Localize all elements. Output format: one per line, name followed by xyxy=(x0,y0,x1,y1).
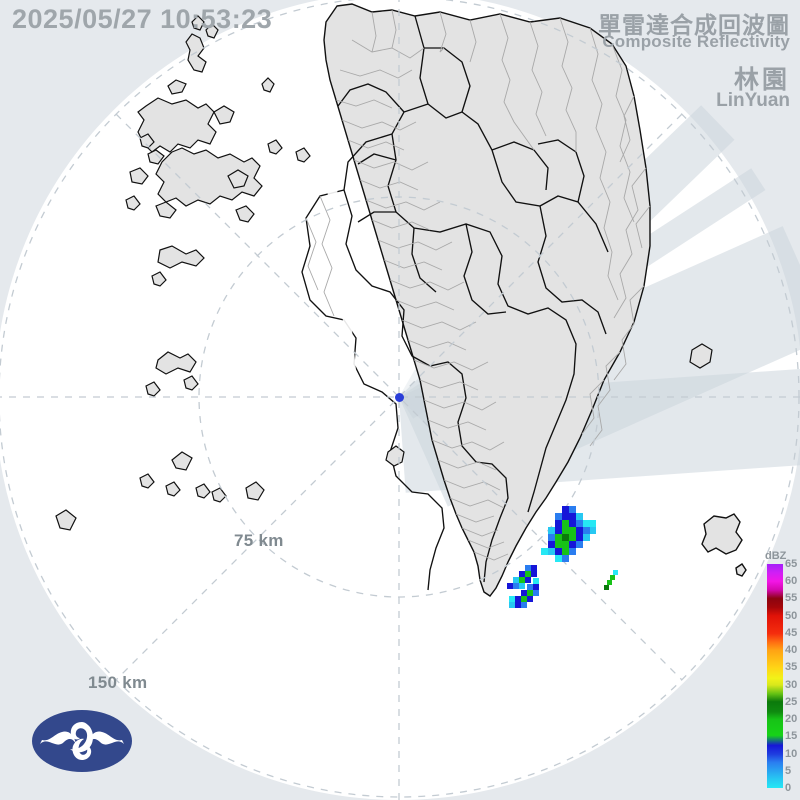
echo-cluster-coastal-b xyxy=(509,578,539,608)
echo-cluster-offshore-east xyxy=(541,506,596,562)
colorbar-tick-60: 60 xyxy=(785,575,798,588)
echo-cluster-coastal-a xyxy=(507,565,537,589)
colorbar-tick-35: 35 xyxy=(785,661,798,674)
cwb-logo xyxy=(32,710,132,772)
logo-wave-glyph xyxy=(40,722,124,760)
timestamp-label: 2025/05/27 10:53:23 xyxy=(12,4,273,34)
colorbar-tick-30: 30 xyxy=(785,678,798,691)
station-name-en: LinYuan xyxy=(716,90,790,111)
colorbar-tick-0: 0 xyxy=(785,782,792,794)
township-borders xyxy=(305,9,651,561)
product-title-en: Composite Reflectivity xyxy=(602,32,790,51)
dbz-colorbar: dBZ 65 60 55 50 45 40 35 30 25 20 15 10 5 0 xyxy=(765,550,800,798)
coastal-shoals xyxy=(324,130,356,372)
station-name-zh: 林園 xyxy=(733,66,790,94)
colorbar-tick-65: 65 xyxy=(785,558,798,570)
logo-ellipse xyxy=(32,710,132,772)
lanyu-island xyxy=(701,513,747,577)
radar-site-marker[interactable] xyxy=(395,393,404,402)
range-ring-label-75: 75 km xyxy=(234,531,284,550)
echo-streak-east xyxy=(604,570,618,590)
colorbar-tick-25: 25 xyxy=(785,695,798,708)
colorbar-tick-45: 45 xyxy=(785,626,798,639)
colorbar-tick-20: 20 xyxy=(785,713,798,726)
green-island xyxy=(689,343,713,369)
colorbar-tick-55: 55 xyxy=(785,592,798,605)
colorbar-tick-50: 50 xyxy=(785,609,798,622)
colorbar-title: dBZ xyxy=(765,550,787,562)
county-borders xyxy=(301,15,609,591)
colorbar-tick-10: 10 xyxy=(785,747,798,760)
product-title-zh: 單雷達合成回波圖 xyxy=(598,12,790,38)
colorbar-tick-40: 40 xyxy=(785,644,798,657)
colorbar-gradient xyxy=(767,564,783,788)
penghu-islands xyxy=(55,15,311,531)
range-ring-label-150: 150 km xyxy=(88,673,148,692)
colorbar-tick-15: 15 xyxy=(785,730,798,743)
colorbar-tick-5: 5 xyxy=(785,764,792,777)
